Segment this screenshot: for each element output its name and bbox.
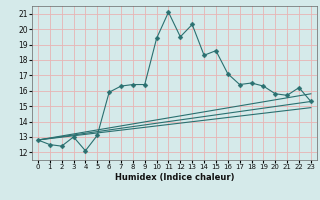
X-axis label: Humidex (Indice chaleur): Humidex (Indice chaleur)	[115, 173, 234, 182]
